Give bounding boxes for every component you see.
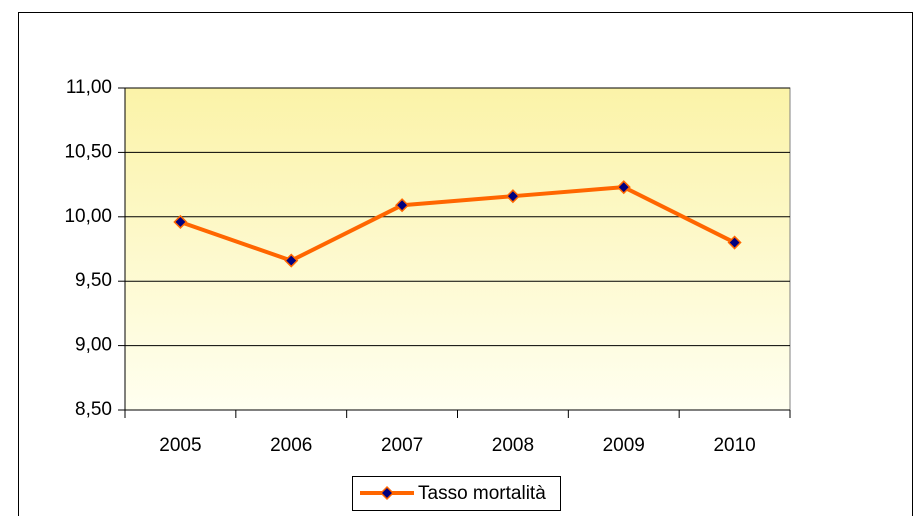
x-tick-label: 2006: [270, 435, 312, 456]
y-tick-label: 10,00: [64, 206, 112, 227]
legend-label: Tasso mortalità: [418, 483, 546, 504]
data-point: [284, 253, 299, 268]
plot-area: [124, 87, 791, 411]
y-tick-label: 10,50: [64, 141, 112, 162]
y-tick-label: 9,00: [75, 335, 112, 356]
x-tick-label: 2007: [381, 435, 423, 456]
y-tick-label: 9,50: [75, 270, 112, 291]
data-point: [505, 189, 520, 204]
x-tick-label: 2009: [603, 435, 645, 456]
y-tick-label: 11,00: [66, 77, 112, 98]
y-tick-label: 8,50: [75, 399, 112, 420]
x-tick-label: 2010: [713, 435, 755, 456]
data-point: [173, 214, 188, 230]
data-point: [395, 198, 410, 213]
data-point: [616, 180, 631, 195]
legend-marker: [379, 485, 395, 501]
data-point: [727, 235, 742, 250]
x-tick-label: 2008: [492, 435, 534, 456]
series-line: [179, 185, 736, 263]
x-tick-label: 2005: [159, 435, 201, 456]
